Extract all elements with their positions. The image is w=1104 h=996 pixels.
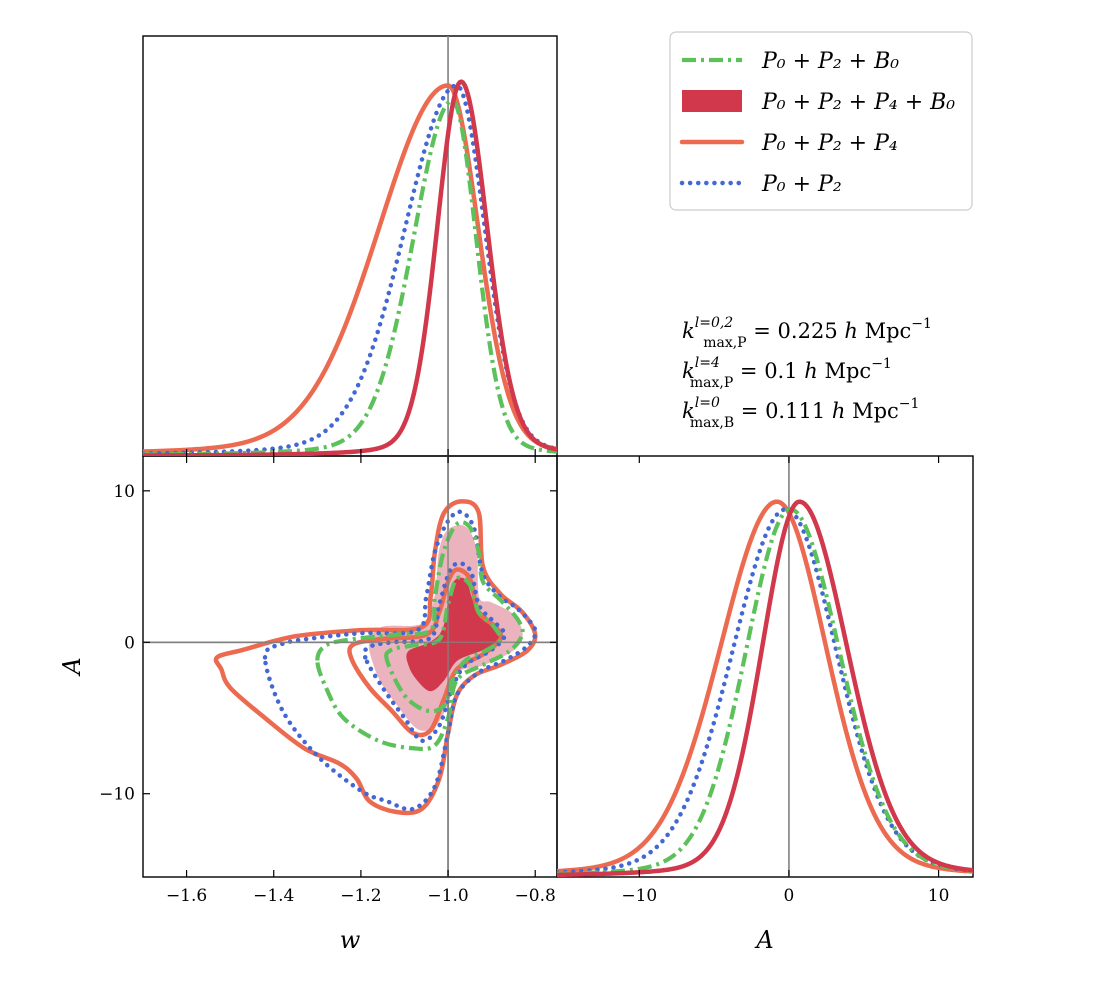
A-tick-label-y: −10 (99, 785, 135, 805)
contour-green-68pct (384, 575, 503, 714)
A-marginal-red (557, 499, 973, 877)
w-tick-label: −1.2 (340, 886, 381, 906)
y-axis-label-A: A (58, 657, 86, 676)
w-A-contours (143, 456, 557, 877)
A-tick-label-x: 10 (928, 886, 950, 906)
contour-blue-95pct (262, 509, 538, 812)
legend-label-orange: P₀ + P₂ + P₄ (761, 131, 898, 156)
legend-label-blue: P₀ + P₂ (761, 172, 842, 197)
legend-label-green: P₀ + P₂ + B₀ (761, 49, 899, 74)
legend: P₀ + P₂ + B₀ P₀ + P₂ + P₄ + B₀ P₀ + P₂ + P… (669, 31, 973, 211)
contour-green-95pct (315, 520, 525, 752)
kmax-annotation-line: kl=0,2 max,P = 0.225 h Mpc−1 (682, 315, 932, 351)
x-axis-label-A: A (754, 926, 773, 954)
kmax-annotation-line: kl=4 max,P = 0.1 h Mpc−1 (682, 355, 892, 391)
x-axis-label-w: w (340, 926, 361, 954)
A-marginal-blue (557, 507, 973, 875)
A-tick-label-y: 10 (113, 482, 135, 502)
A-marginal-orange (557, 499, 973, 874)
legend-box (669, 31, 973, 211)
w-marginal-panel-frame (142, 35, 558, 457)
contour-blue-68pct (362, 561, 507, 744)
w-tick-label: −1.6 (166, 886, 207, 906)
A-tick-label-y: 0 (124, 633, 135, 653)
w-marginal-blue (143, 83, 557, 456)
A-tick-label-x: −10 (621, 886, 657, 906)
w-tick-label: −1.4 (253, 886, 294, 906)
A-marginal-curves (557, 456, 973, 877)
A-marginal-green (557, 507, 973, 876)
A-tick-label-x: 0 (784, 886, 795, 906)
w-marginal-orange (143, 83, 557, 454)
kmax-annotation-line: kl=0 max,B = 0.111 h Mpc−1 (682, 395, 919, 431)
legend-label-red: P₀ + P₂ + P₄ + B₀ (761, 90, 955, 115)
w-tick-label: −0.8 (515, 886, 556, 906)
legend-swatch-red (682, 90, 742, 112)
kmax-annotations: kl=0,2 max,P = 0.225 h Mpc−1 kl=4 max,P = 0… (682, 315, 932, 431)
w-marginal-red (143, 79, 557, 456)
w-marginal-green (143, 98, 557, 456)
axis-ticks: −1.6 −1.4 −1.2 −1.0 −0.8 −10 −10 0 0 10 10 (99, 449, 949, 906)
w-tick-label: −1.0 (427, 886, 468, 906)
w-marginal-curves (143, 36, 557, 456)
A-marginal-panel-frame (556, 455, 974, 878)
